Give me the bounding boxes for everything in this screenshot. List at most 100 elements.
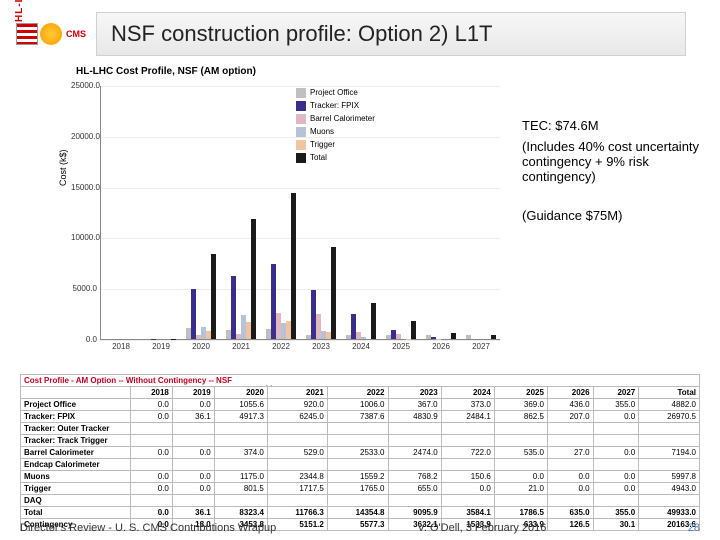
cell: 4830.9 <box>388 411 441 423</box>
bar <box>211 254 216 339</box>
cell: 373.0 <box>441 399 494 411</box>
bar <box>396 334 401 339</box>
cell: 0.0 <box>593 471 639 483</box>
cell: 920.0 <box>267 399 327 411</box>
cell: 722.0 <box>441 447 494 459</box>
xtick: 2027 <box>472 342 490 351</box>
cell <box>267 435 327 447</box>
cell: 9095.9 <box>388 507 441 519</box>
cell <box>593 459 639 471</box>
cell: 1006.0 <box>327 399 388 411</box>
cell: 1786.5 <box>494 507 547 519</box>
cell: 21.0 <box>494 483 547 495</box>
cell: 0.0 <box>593 483 639 495</box>
cell: 3584.1 <box>441 507 494 519</box>
cell: 0.0 <box>441 483 494 495</box>
cell <box>327 495 388 507</box>
col-header: Total <box>639 387 700 399</box>
header-bar: NSF construction profile: Option 2) L1T <box>96 12 686 56</box>
ytick: 0.0 <box>71 335 97 344</box>
cell <box>547 495 593 507</box>
cell <box>327 435 388 447</box>
cell: 36.1 <box>172 411 214 423</box>
cell: 0.0 <box>172 399 214 411</box>
cell: 5997.8 <box>639 471 700 483</box>
page-title: NSF construction profile: Option 2) L1T <box>111 21 493 47</box>
legend-label: Project Office <box>310 86 358 99</box>
cell <box>593 495 639 507</box>
cell: 4882.0 <box>639 399 700 411</box>
xtick: 2026 <box>432 342 450 351</box>
cell <box>639 495 700 507</box>
legend-swatch <box>296 153 306 163</box>
cell <box>639 459 700 471</box>
legend-label: Tracker: FPIX <box>310 99 359 112</box>
footer-left: Director's Review - U. S. CMS Contributi… <box>20 522 276 534</box>
xtick: 2020 <box>192 342 210 351</box>
chart-legend: Project OfficeTracker: FPIXBarrel Calori… <box>296 86 375 164</box>
row-label: DAQ <box>21 495 131 507</box>
table-row: Tracker: FPIX0.036.14917.36245.07387.648… <box>21 411 700 423</box>
footer-center: V. O'Dell, 3 February 2016 <box>418 522 547 534</box>
cms-label: CMS <box>66 29 86 39</box>
legend-item: Project Office <box>296 86 375 99</box>
cell: 635.0 <box>547 507 593 519</box>
xtick: 2019 <box>152 342 170 351</box>
cell <box>267 459 327 471</box>
cell <box>327 459 388 471</box>
cell <box>327 423 388 435</box>
bar <box>411 321 416 339</box>
cell <box>131 423 173 435</box>
legend-swatch <box>296 114 306 124</box>
row-label: Project Office <box>21 399 131 411</box>
col-header: 2022 <box>327 387 388 399</box>
legend-label: Muons <box>310 125 334 138</box>
row-label: Tracker: FPIX <box>21 411 131 423</box>
ytick: 10000.0 <box>71 233 97 242</box>
ytick: 20000.0 <box>71 132 97 141</box>
cell: 374.0 <box>214 447 267 459</box>
legend-swatch <box>296 88 306 98</box>
table-row: Project Office0.00.01055.6920.01006.0367… <box>21 399 700 411</box>
legend-item: Muons <box>296 125 375 138</box>
cell: 0.0 <box>172 471 214 483</box>
table-row: Endcap Calorimeter <box>21 459 700 471</box>
chart-title: HL-LHC Cost Profile, NSF (AM option) <box>76 66 256 77</box>
cell: 6245.0 <box>267 411 327 423</box>
bar <box>251 219 256 339</box>
col-header: 2020 <box>214 387 267 399</box>
table-row: DAQ <box>21 495 700 507</box>
cell: 369.0 <box>494 399 547 411</box>
xtick: 2023 <box>312 342 330 351</box>
y-axis-label: Cost (k$) <box>58 149 68 186</box>
row-label: Barrel Calorimeter <box>21 447 131 459</box>
cell <box>639 435 700 447</box>
row-label: Endcap Calorimeter <box>21 459 131 471</box>
cell: 0.0 <box>131 507 173 519</box>
cell <box>172 495 214 507</box>
cell: 1055.6 <box>214 399 267 411</box>
legend-label: Trigger <box>310 138 335 151</box>
cell <box>441 423 494 435</box>
table-row: Trigger0.00.0801.51717.51765.0655.00.021… <box>21 483 700 495</box>
cell <box>267 495 327 507</box>
cell <box>214 435 267 447</box>
col-header: 2026 <box>547 387 593 399</box>
table-title: Cost Profile - AM Option -- Without Cont… <box>21 375 700 387</box>
table-row: Muons0.00.01175.02344.81559.2768.2150.60… <box>21 471 700 483</box>
cell <box>172 435 214 447</box>
legend-item: Tracker: FPIX <box>296 99 375 112</box>
table-row: Tracker: Outer Tracker <box>21 423 700 435</box>
row-label: Trigger <box>21 483 131 495</box>
sun-icon <box>40 23 62 45</box>
legend-item: Total <box>296 151 375 164</box>
cost-chart: HL-LHC Cost Profile, NSF (AM option) Cos… <box>66 66 510 366</box>
col-header <box>21 387 131 399</box>
legend-label: Barrel Calorimeter <box>310 112 375 125</box>
table-row: Tracker: Track Trigger <box>21 435 700 447</box>
side-text: TEC: $74.6M (Includes 40% cost uncertain… <box>522 118 704 229</box>
cell <box>547 435 593 447</box>
row-label: Tracker: Outer Tracker <box>21 423 131 435</box>
cell: 0.0 <box>131 447 173 459</box>
ytick: 5000.0 <box>71 284 97 293</box>
